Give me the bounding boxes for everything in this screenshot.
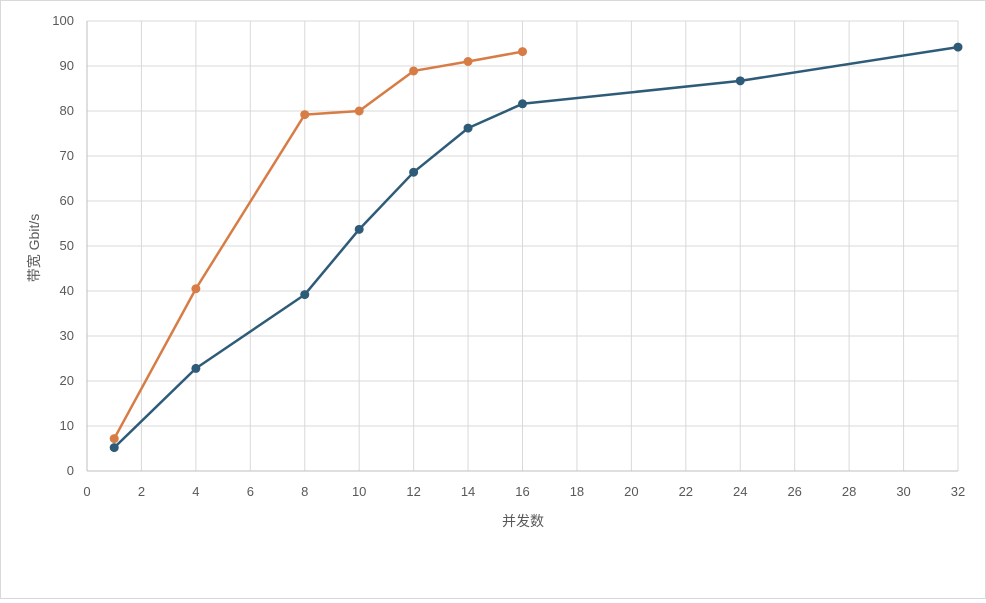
x-tick-label: 2	[138, 484, 145, 499]
series-2	[109, 47, 527, 444]
data-point	[735, 76, 745, 86]
y-tick-label: 10	[60, 418, 74, 433]
x-tick-label: 22	[679, 484, 693, 499]
y-tick-label: 100	[52, 13, 74, 28]
grid-lines	[87, 20, 959, 471]
axes	[86, 21, 958, 472]
x-tick-label: 10	[352, 484, 366, 499]
data-point	[300, 290, 310, 300]
data-point	[518, 47, 527, 57]
x-tick-label: 0	[83, 484, 90, 499]
y-tick-label: 70	[60, 148, 74, 163]
x-tick-labels: 0 2 4 6 8 10 12 14 16 18 20 22 24 26 28 30 32	[83, 484, 965, 499]
y-tick-label: 20	[60, 373, 74, 388]
x-tick-label: 26	[787, 484, 801, 499]
y-axis-title: 带宽 Gbit/s	[26, 214, 42, 282]
y-tick-label: 60	[60, 193, 74, 208]
series-group	[109, 42, 963, 453]
x-tick-label: 8	[301, 484, 308, 499]
data-point	[953, 42, 963, 52]
y-tick-label: 0	[67, 463, 74, 478]
y-tick-label: 50	[60, 238, 74, 253]
data-point	[191, 363, 201, 373]
y-tick-label: 30	[60, 328, 74, 343]
data-point	[463, 123, 473, 133]
x-tick-label: 16	[515, 484, 529, 499]
x-axis-title: 并发数	[502, 513, 544, 529]
data-point	[191, 284, 201, 294]
series-1	[109, 42, 963, 453]
x-tick-label: 18	[570, 484, 584, 499]
y-tick-label: 90	[60, 58, 74, 73]
data-point	[109, 434, 119, 444]
x-tick-label: 32	[951, 484, 965, 499]
data-point	[354, 224, 364, 234]
data-point	[409, 167, 419, 177]
data-point	[354, 106, 364, 116]
x-tick-label: 6	[247, 484, 254, 499]
data-point	[109, 443, 119, 453]
y-tick-labels: 0 10 20 30 40 50 60 70 80 90 100	[52, 13, 74, 478]
x-tick-label: 30	[896, 484, 910, 499]
x-tick-label: 14	[461, 484, 475, 499]
data-point	[518, 99, 527, 109]
data-point	[300, 110, 310, 120]
y-tick-label: 80	[60, 103, 74, 118]
series-line	[113, 45, 959, 449]
x-tick-label: 4	[192, 484, 199, 499]
x-tick-label: 20	[624, 484, 638, 499]
data-point	[463, 57, 473, 66]
x-tick-label: 24	[733, 484, 747, 499]
x-tick-label: 12	[406, 484, 420, 499]
y-tick-label: 40	[60, 283, 74, 298]
data-point	[409, 66, 419, 76]
x-tick-label: 28	[842, 484, 856, 499]
